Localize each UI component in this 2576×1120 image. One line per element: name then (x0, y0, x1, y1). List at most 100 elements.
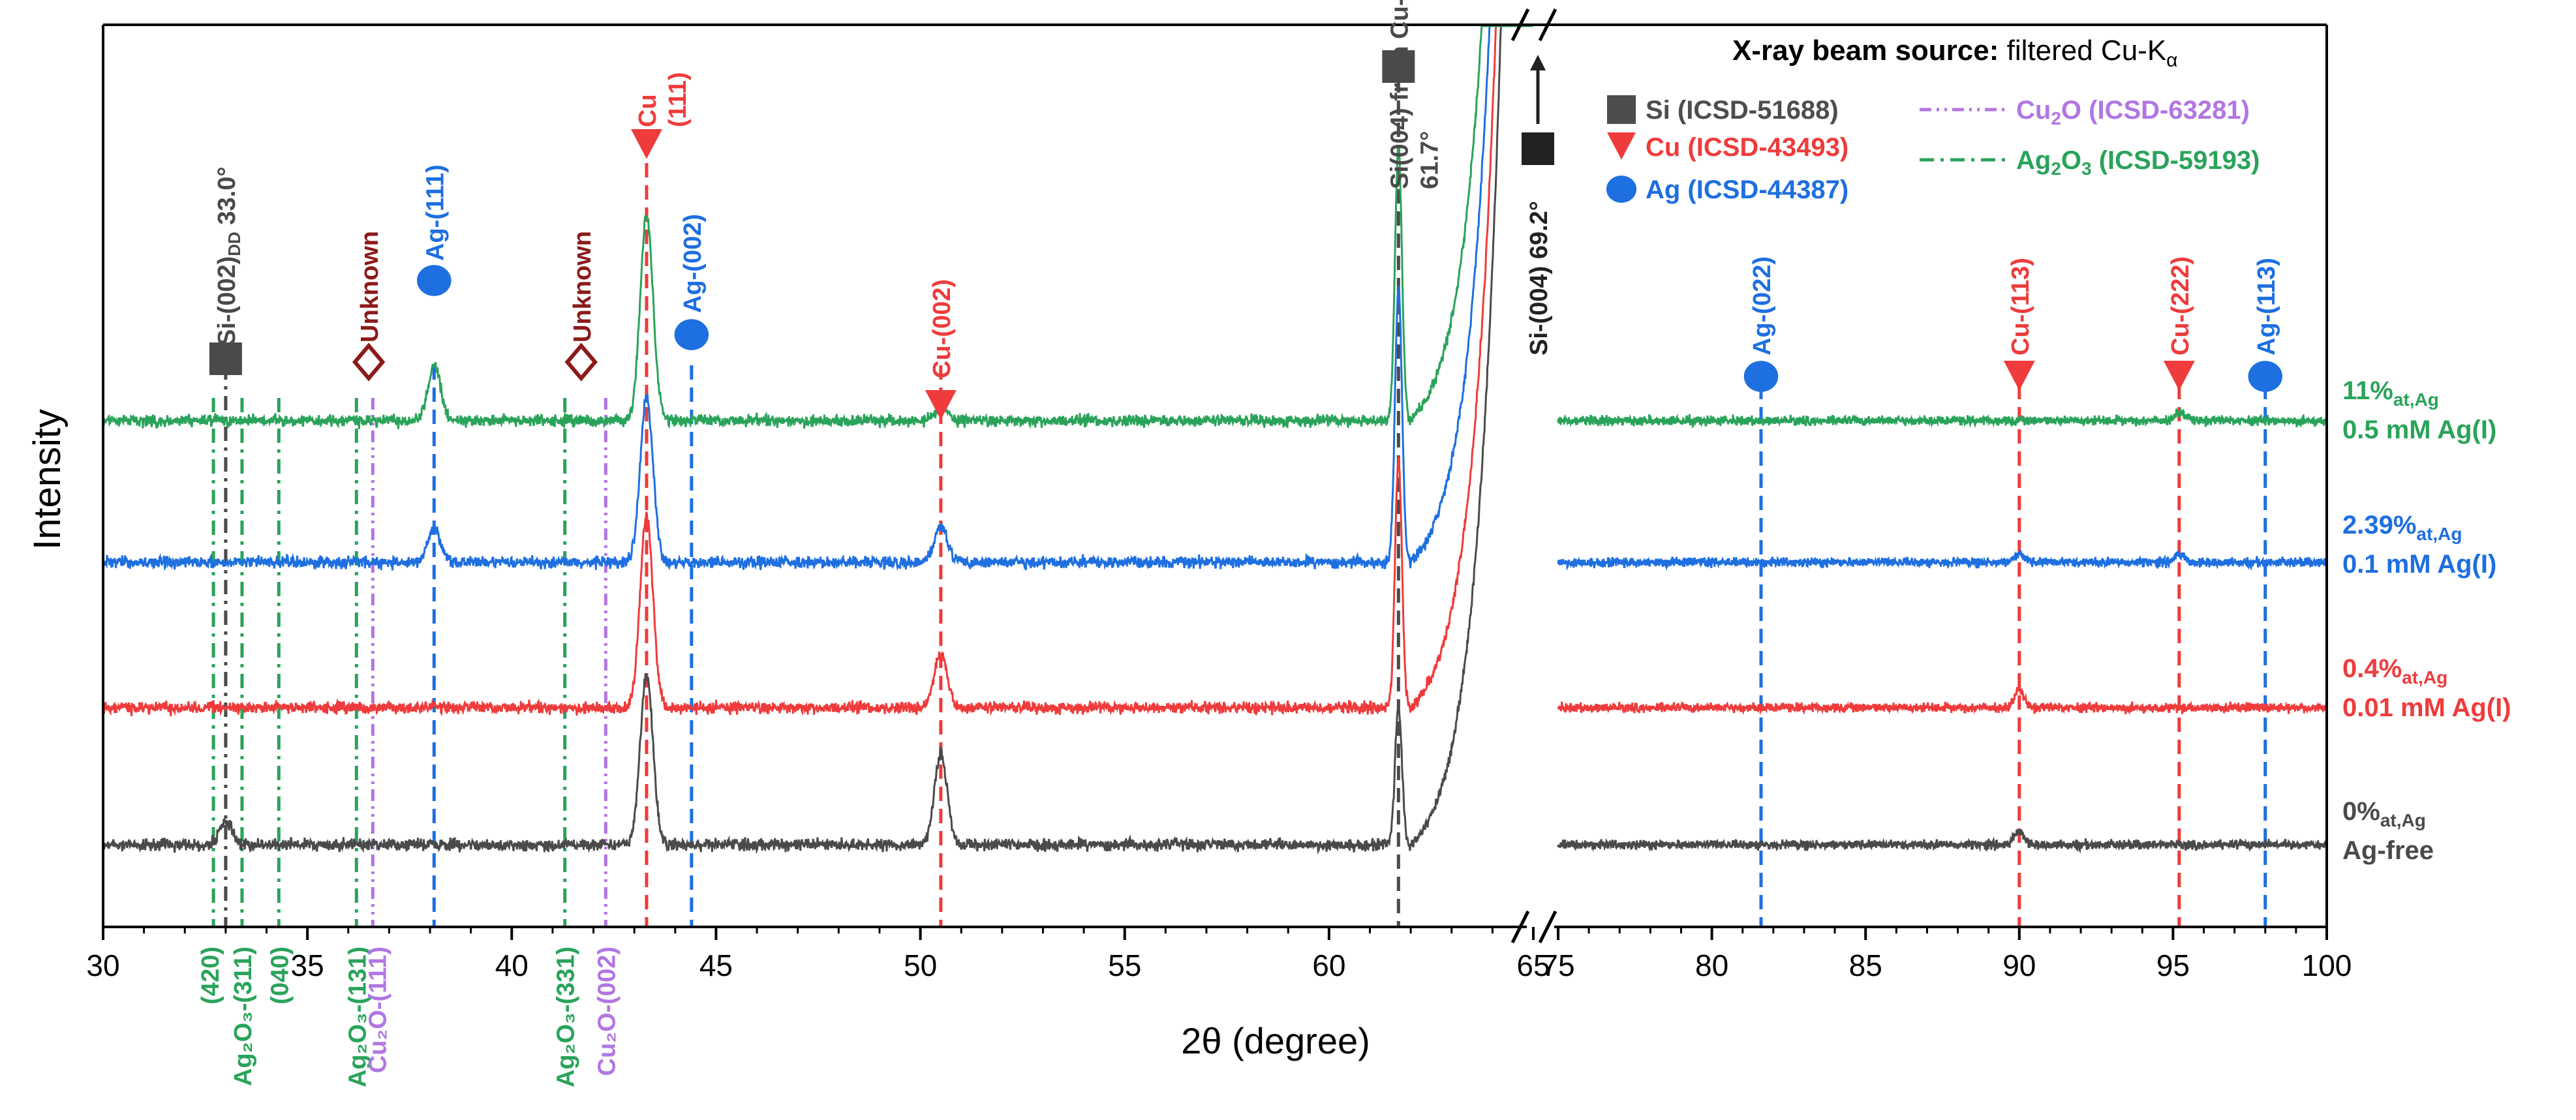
ag-marker (1743, 361, 1779, 392)
peak-annotation: Ag-(022) (1749, 256, 1776, 356)
peak-label: Ag-(022) (1749, 256, 1776, 356)
peak-label: Unknown (356, 231, 384, 342)
peak-label-line2: 61.7° (1416, 131, 1443, 189)
peak-label: Ag-(111) (422, 164, 449, 261)
x-tick-label: 60 (1312, 948, 1345, 982)
peak-annotation: Cu (111) (634, 72, 692, 127)
phase-annotation: Ag₂O₃-(311) (230, 946, 257, 1086)
x-tick-label: 40 (495, 948, 529, 982)
phase-annotation: (040) (266, 946, 294, 1005)
peak-label: Cu (634, 94, 662, 127)
cu-marker (1607, 132, 1636, 160)
legend-label: Si (ICSD-51688) (1646, 96, 1839, 125)
axis-break-mark (1538, 8, 1557, 42)
series-label-conc: Ag-free (2342, 836, 2434, 865)
x-tick-label: 50 (904, 948, 937, 982)
legend-label: Ag2O3 (ICSD-59193) (2016, 146, 2260, 179)
x-tick-label: 90 (2002, 948, 2036, 982)
axis-break-mark (1510, 8, 1530, 42)
peak-label: Cu-(002) (928, 279, 956, 378)
peak-annotation: Cu-(222) (2167, 256, 2194, 356)
si-marker (1607, 95, 1636, 124)
si-marker (1522, 132, 1554, 165)
phase-label: Cu₂O-(002) (593, 946, 621, 1076)
axis-break-mark (1538, 910, 1557, 944)
peak-annotation: Unknown (569, 231, 596, 342)
series-line-right (1557, 828, 2328, 854)
phase-annotation: Ag₂O₃-(131) (344, 946, 371, 1087)
series-label-pct: 11%at,Ag (2342, 376, 2439, 410)
legend-label: Ag (ICSD-44387) (1646, 175, 1848, 204)
peak-annotation: Si(004) from Cu-Kβ61.7° (1386, 0, 1443, 189)
x-tick-label: 65 (1516, 948, 1550, 982)
peak-annotation: Cu-(113) (2007, 258, 2034, 356)
beam-source-label: X-ray beam source: filtered Cu-Kα (1732, 35, 2178, 71)
phase-label: (420) (197, 946, 224, 1005)
peak-annotation: Si-(004) 69.2° (1526, 201, 1553, 356)
cu-marker (925, 390, 957, 420)
series-label-pct: 2.39%at,Ag (2342, 511, 2462, 544)
peak-label: Ag-(002) (679, 214, 707, 313)
x-tick-label: 35 (291, 948, 324, 982)
phase-annotation: Cu₂O-(002) (593, 946, 621, 1076)
x-tick-label: 75 (1541, 948, 1574, 982)
arrow-head (1530, 55, 1546, 70)
series-line-left (102, 25, 1533, 571)
x-tick-label: 30 (86, 948, 119, 982)
phase-label: Cu₂O-(111) (365, 946, 392, 1073)
series-line-left (102, 25, 1533, 717)
y-axis-title: Intensity (26, 409, 69, 550)
x-tick-label: 95 (2156, 948, 2190, 982)
phase-label: Ag₂O₃-(131) (344, 946, 371, 1087)
ag-marker (1606, 175, 1637, 203)
unknown-marker (352, 342, 386, 382)
series-line-right (1557, 684, 2328, 716)
x-tick-label: 45 (699, 948, 733, 982)
phase-annotation: (420) (197, 946, 224, 1005)
phase-annotation: Cu₂O-(111) (365, 946, 392, 1073)
series-line-left (102, 25, 1533, 430)
peak-label: Unknown (569, 231, 596, 342)
peak-annotation: Cu-(002) (928, 279, 956, 378)
x-tick-label: 80 (1695, 948, 1728, 982)
legend-label: Cu (ICSD-43493) (1646, 133, 1848, 162)
annotations: 0%at,Ag Ag-free 0.4%at,Ag 0.01 mM Ag(I) 2.39… (197, 0, 2511, 1087)
peak-label: Si(004) from Cu-Kβ (1386, 0, 1417, 189)
series-line-left (102, 25, 1533, 855)
peak-annotation: Ag-(111) (422, 164, 449, 261)
axis-break-mark (1510, 910, 1530, 944)
peak-label: Cu-(113) (2007, 258, 2034, 356)
peak-label: Si-(004) 69.2° (1526, 201, 1553, 356)
ag-marker (417, 265, 452, 296)
reference-lines (211, 78, 2267, 927)
ag-marker (674, 319, 709, 350)
peak-annotation: Si-(002)DD 33.0° (213, 166, 244, 346)
phase-label: Ag₂O₃-(331) (553, 946, 580, 1087)
cu-marker (630, 129, 662, 159)
peak-annotation: Ag-(113) (2253, 258, 2280, 356)
peak-label: Si-(002)DD 33.0° (213, 166, 244, 346)
series-label-pct: 0%at,Ag (2342, 797, 2426, 830)
series-line-right (1557, 408, 2328, 429)
series-label-conc: 0.5 mM Ag(I) (2342, 416, 2496, 444)
x-axis-title: 2θ (degree) (1181, 1020, 1370, 1061)
legend: X-ray beam source: filtered Cu-Kα Si (ICS… (1606, 35, 2260, 204)
peak-annotation: Ag-(002) (679, 214, 707, 313)
ag-marker (2248, 361, 2283, 392)
legend-label: Cu2O (ICSD-63281) (2016, 96, 2250, 129)
unknown-marker (564, 342, 598, 382)
peak-label: Cu-(222) (2167, 256, 2194, 356)
x-tick-label: 100 (2302, 948, 2352, 982)
series-label-pct: 0.4%at,Ag (2342, 654, 2447, 688)
series-label-conc: 0.01 mM Ag(I) (2342, 693, 2511, 722)
series-label-conc: 0.1 mM Ag(I) (2342, 550, 2496, 579)
series-group (102, 25, 2328, 855)
cu-marker (2003, 361, 2035, 391)
phase-annotation: Ag₂O₃-(331) (553, 946, 580, 1087)
series-line-right (1557, 550, 2328, 571)
cu-marker (2163, 361, 2195, 391)
phase-label: Ag₂O₃-(311) (230, 946, 257, 1086)
peak-label-line2: (111) (664, 72, 692, 127)
